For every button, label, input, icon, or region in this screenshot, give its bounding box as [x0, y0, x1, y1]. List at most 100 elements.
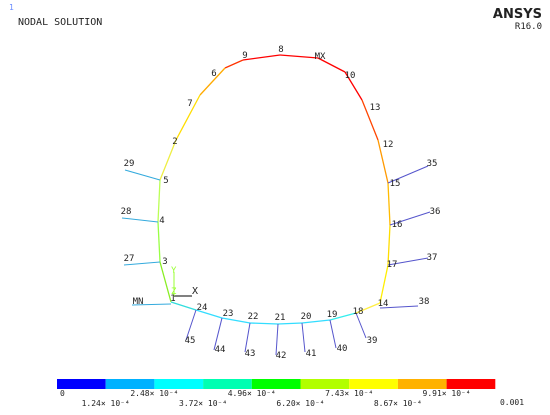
legend-label: 6.20× 10⁻⁴ — [276, 399, 324, 408]
node-label: MN — [133, 297, 144, 307]
legend-label: 4.96× 10⁻⁴ — [228, 389, 276, 398]
lining-segment — [221, 317, 251, 324]
node-label: 17 — [387, 260, 398, 270]
node-label: 45 — [185, 336, 196, 346]
lining-segment — [279, 54, 319, 59]
legend-label: 0 — [60, 389, 65, 398]
plot-title: NODAL SOLUTION — [18, 17, 102, 28]
legend-label: 2.48× 10⁻⁴ — [130, 389, 178, 398]
legend-label: 7.43× 10⁻⁴ — [325, 389, 373, 398]
node-label: 40 — [337, 344, 348, 354]
node-label: 3 — [162, 257, 167, 267]
legend-swatch — [397, 379, 447, 389]
legend-swatch — [105, 379, 155, 389]
node-label: 9 — [242, 51, 247, 61]
node-label: 35 — [427, 159, 438, 169]
node-label: 27 — [124, 254, 135, 264]
node-label: 20 — [301, 312, 312, 322]
lining-segment — [199, 67, 226, 96]
node-label: 1 — [170, 294, 175, 304]
legend-label: 9.91× 10⁻⁴ — [423, 389, 471, 398]
spring — [131, 303, 172, 306]
legend-swatch — [446, 379, 496, 389]
spring — [389, 211, 431, 226]
legend-swatch — [57, 379, 106, 389]
legend-swatch — [203, 379, 252, 389]
node-label: 39 — [367, 336, 378, 346]
spring — [121, 217, 159, 223]
legend-label: 8.67× 10⁻⁴ — [374, 399, 422, 408]
lining-segment — [344, 71, 363, 101]
node-label: 44 — [215, 345, 226, 355]
node-label: 16 — [392, 220, 403, 230]
node-label: 37 — [427, 253, 438, 263]
lining-segment — [159, 139, 177, 181]
node-label: 7 — [187, 99, 192, 109]
spring — [387, 257, 429, 266]
spring — [329, 319, 337, 349]
spring — [185, 309, 197, 341]
triad-y-label: Y — [171, 266, 177, 276]
window-number: 1 — [9, 3, 14, 12]
spring — [244, 322, 251, 353]
lining-segment — [195, 309, 223, 319]
node-label: 10 — [345, 71, 356, 81]
lining-segment — [387, 224, 391, 266]
node-label: 2 — [172, 137, 177, 147]
spring — [387, 165, 429, 184]
lining-segment — [224, 59, 244, 69]
lining-segment — [157, 221, 161, 263]
node-label: 15 — [390, 179, 401, 189]
node-label: 22 — [248, 312, 259, 322]
lining-segment — [159, 261, 172, 303]
legend-swatch — [300, 379, 350, 389]
node-label: 14 — [378, 299, 389, 309]
brand: ANSYS — [493, 7, 542, 22]
lining-segment — [157, 179, 161, 223]
node-label: 29 — [124, 159, 135, 169]
node-label: 8 — [278, 45, 283, 55]
node-label: 28 — [121, 207, 132, 217]
lining-segment — [301, 319, 331, 324]
legend-swatch — [251, 379, 301, 389]
legend-label: 3.72× 10⁻⁴ — [179, 399, 227, 408]
lining-segment — [277, 322, 303, 325]
triad-z-label: Z — [171, 287, 177, 297]
legend-label: 1.24× 10⁻⁴ — [82, 399, 130, 408]
version: R16.0 — [515, 22, 542, 32]
node-label: 23 — [223, 309, 234, 319]
node-label: 19 — [327, 310, 338, 320]
spring — [301, 322, 306, 353]
node-label: 4 — [159, 216, 164, 226]
node-label: 36 — [430, 207, 441, 217]
legend-swatch — [349, 379, 398, 389]
node-label: 43 — [245, 349, 256, 359]
spring — [124, 169, 161, 181]
node-label: 12 — [383, 140, 394, 150]
node-label: 6 — [211, 69, 216, 79]
lining-segment — [377, 139, 389, 184]
lining-segment — [379, 264, 389, 304]
lining-segment — [175, 94, 201, 141]
node-label: 41 — [306, 349, 317, 359]
spring — [213, 317, 223, 351]
legend-swatch — [154, 379, 204, 389]
triad-x-label: X — [192, 286, 198, 297]
lining-segment — [170, 301, 197, 311]
node-label: 18 — [353, 307, 364, 317]
lining-segment — [242, 54, 281, 61]
legend-label: 0.001 — [500, 398, 524, 407]
node-label: 5 — [163, 176, 168, 186]
lining-segment — [355, 302, 381, 314]
spring — [123, 261, 161, 266]
node-label: 24 — [197, 303, 208, 313]
spring — [275, 323, 279, 356]
spring — [379, 305, 419, 309]
lining-segment — [317, 57, 346, 73]
spring — [355, 312, 367, 339]
node-label: 21 — [275, 313, 286, 323]
lining-segment — [387, 182, 391, 226]
lining-segment — [329, 312, 357, 321]
